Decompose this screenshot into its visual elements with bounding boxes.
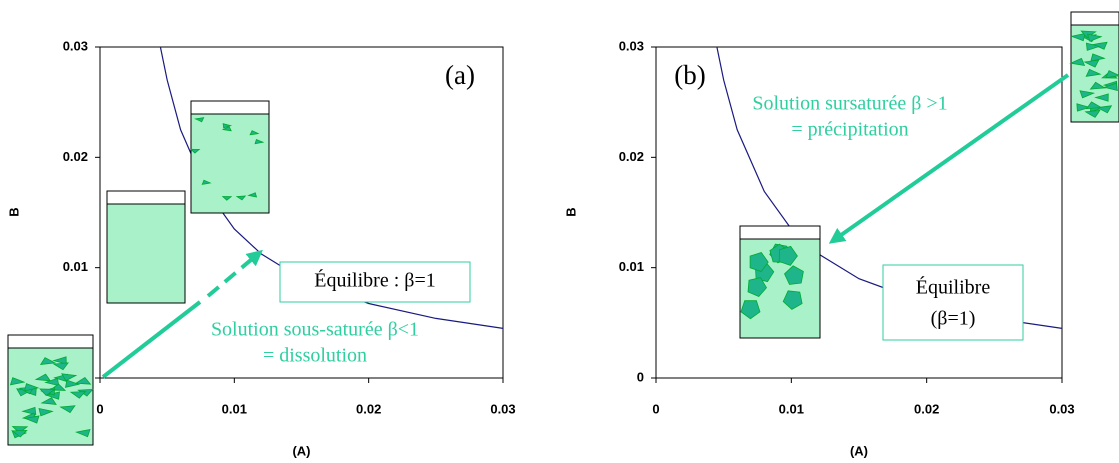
annotation-box <box>279 261 471 303</box>
particle <box>1085 42 1101 51</box>
annotation: Équilibre <box>916 276 991 299</box>
particle <box>201 179 212 185</box>
x-tick-label: 0.02 <box>914 401 939 416</box>
x-tick-label: 0.02 <box>356 401 381 416</box>
annotation: Solution sursaturée β >1 <box>752 93 947 115</box>
annotation: Équilibre : β=1 <box>314 269 435 292</box>
beaker <box>106 190 186 304</box>
particle <box>11 429 28 438</box>
particle <box>9 377 26 386</box>
particle <box>1084 109 1101 118</box>
particle <box>44 377 60 387</box>
particle <box>23 415 40 424</box>
annotation-box <box>882 264 1024 341</box>
plot-frame <box>655 46 1063 379</box>
x-axis-label: (A) <box>850 443 868 458</box>
particle <box>1079 90 1096 99</box>
particle <box>247 192 258 198</box>
x-tick-label: 0.03 <box>490 401 515 416</box>
particle <box>1102 82 1118 92</box>
particle <box>52 356 67 365</box>
panel-label: (b) <box>674 60 705 90</box>
particle <box>61 373 78 382</box>
x-tick-label: 0.03 <box>1049 401 1074 416</box>
particle <box>1070 32 1086 42</box>
particle <box>254 138 265 145</box>
annotation: (β=1) <box>931 308 976 330</box>
annotation: = dissolution <box>263 345 367 367</box>
particle <box>784 265 804 285</box>
particle <box>1085 68 1102 77</box>
particle <box>1086 33 1103 42</box>
y-axis-label: B <box>563 207 578 216</box>
particle <box>40 397 57 405</box>
y-tick-label: 0.03 <box>619 38 644 53</box>
particle <box>34 373 52 382</box>
particle <box>747 277 767 297</box>
beaker <box>7 334 94 446</box>
particle <box>69 391 87 399</box>
y-tick-label: 0.02 <box>63 149 88 164</box>
x-axis-label: (A) <box>292 443 310 458</box>
x-tick-label: 0.01 <box>222 401 247 416</box>
particle <box>59 405 76 414</box>
curve <box>159 46 504 329</box>
particle <box>1094 93 1109 102</box>
particle <box>221 196 233 201</box>
particle <box>749 252 769 272</box>
annotation: Solution sous-saturée β<1 <box>211 319 419 341</box>
particle <box>249 130 260 136</box>
y-tick-label: 0.01 <box>619 259 644 274</box>
beaker <box>1069 11 1119 123</box>
x-tick-label: 0 <box>96 401 103 416</box>
y-tick-label: 0 <box>637 369 644 384</box>
particle <box>21 406 37 416</box>
plot-frame <box>99 46 504 379</box>
particle <box>64 379 81 388</box>
y-tick-label: 0.03 <box>63 38 88 53</box>
beaker <box>739 225 821 339</box>
particle <box>235 195 247 201</box>
particle <box>39 388 56 397</box>
particle <box>1105 70 1119 79</box>
x-tick-label: 0.01 <box>779 401 804 416</box>
particle <box>24 383 40 392</box>
particle <box>1076 103 1092 112</box>
y-tick-label: 0.02 <box>619 149 644 164</box>
beaker-liquid <box>106 203 186 304</box>
particle <box>778 245 798 266</box>
arrow <box>206 249 263 298</box>
particle <box>1090 53 1106 62</box>
y-axis-label: B <box>6 207 21 216</box>
particle <box>189 148 201 154</box>
x-tick-label: 0 <box>652 401 659 416</box>
particle <box>52 362 69 371</box>
beaker <box>189 100 270 214</box>
particle <box>222 123 233 129</box>
particle <box>74 376 92 385</box>
particle <box>1085 101 1103 110</box>
particle <box>11 426 29 434</box>
annotation: = précipitation <box>791 119 908 141</box>
panel-label: (a) <box>445 60 475 90</box>
particle <box>782 290 803 310</box>
y-tick-label: 0.01 <box>63 259 88 274</box>
arrow <box>101 300 202 379</box>
particle <box>38 407 54 417</box>
particle <box>1069 57 1086 67</box>
particle <box>1089 81 1107 90</box>
particle <box>75 428 91 438</box>
particle <box>221 126 232 132</box>
particle <box>194 117 205 123</box>
particle <box>39 357 57 365</box>
arrow <box>828 73 1070 244</box>
particle <box>740 300 761 320</box>
